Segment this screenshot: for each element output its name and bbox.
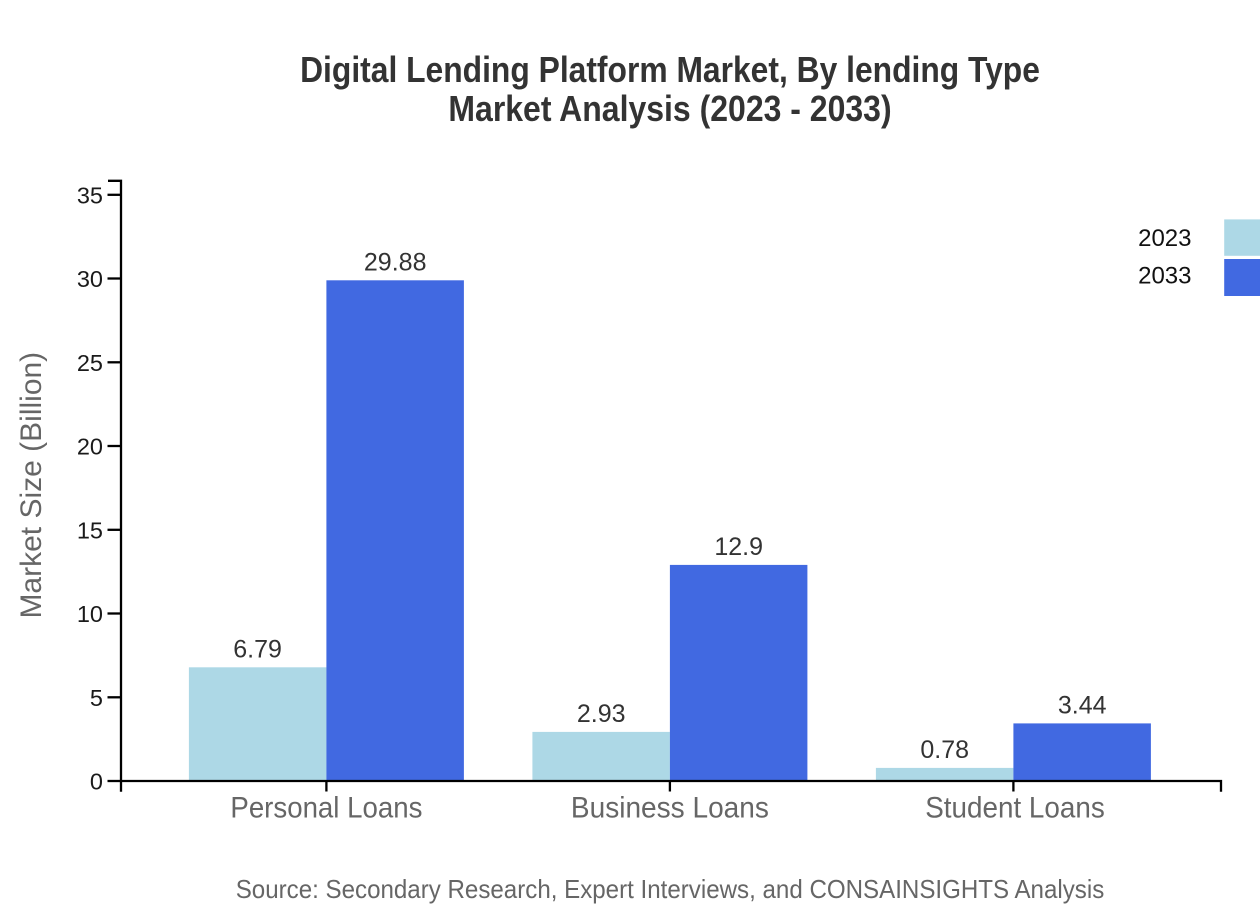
svg-text:20: 20 — [77, 434, 103, 460]
svg-text:Market Size (Billion): Market Size (Billion) — [15, 352, 48, 619]
svg-text:Digital Lending Platform Marke: Digital Lending Platform Market, By lend… — [300, 49, 1040, 90]
svg-text:3.44: 3.44 — [1058, 692, 1107, 720]
svg-text:5: 5 — [90, 685, 103, 711]
svg-text:35: 35 — [77, 182, 103, 208]
svg-text:2.93: 2.93 — [577, 700, 626, 728]
svg-text:Business Loans: Business Loans — [571, 792, 769, 825]
svg-text:0: 0 — [90, 769, 103, 795]
svg-text:25: 25 — [77, 350, 103, 376]
svg-text:Market Analysis (2023 - 2033): Market Analysis (2023 - 2033) — [448, 88, 891, 129]
svg-text:12.9: 12.9 — [714, 533, 763, 561]
svg-text:30: 30 — [77, 266, 103, 292]
svg-text:15: 15 — [77, 517, 103, 543]
svg-text:2023: 2023 — [1138, 225, 1191, 252]
svg-text:Student Loans: Student Loans — [925, 792, 1105, 825]
svg-text:6.79: 6.79 — [233, 636, 282, 664]
svg-text:Source: Secondary Research, Ex: Source: Secondary Research, Expert Inter… — [236, 874, 1105, 904]
svg-text:0.78: 0.78 — [920, 736, 969, 764]
svg-text:Personal Loans: Personal Loans — [230, 792, 422, 825]
svg-text:2033: 2033 — [1138, 263, 1191, 290]
svg-text:29.88: 29.88 — [364, 249, 427, 277]
svg-text:10: 10 — [77, 601, 103, 627]
